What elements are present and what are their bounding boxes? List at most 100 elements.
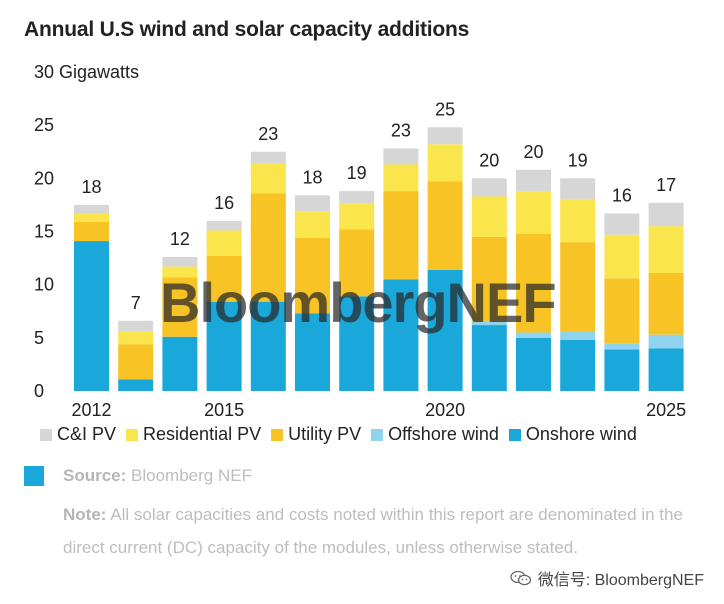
bar-segment-onshore-wind xyxy=(162,336,198,391)
bar-segment-residential-pv xyxy=(471,196,507,237)
legend-item: Residential PV xyxy=(126,424,261,445)
bar-segment-residential-pv xyxy=(604,234,640,279)
total-label: 17 xyxy=(656,175,676,195)
x-tick-label: 2025 xyxy=(646,400,686,420)
legend-swatch xyxy=(271,428,284,441)
legend-swatch xyxy=(371,428,384,441)
bar-segment-onshore-wind xyxy=(250,301,286,391)
y-tick-label: 0 xyxy=(34,381,44,401)
total-label: 23 xyxy=(258,124,278,144)
bar-segment-onshore-wind xyxy=(427,269,463,391)
bar-segment-utility-pv xyxy=(162,277,198,337)
bar-segment-offshore-wind xyxy=(560,331,596,340)
bar-segment-offshore-wind xyxy=(604,343,640,350)
legend-swatch xyxy=(508,428,521,441)
bar-stack-2012 xyxy=(74,204,109,391)
bar-stack-2016 xyxy=(250,151,286,391)
bar-segment-utility-pv xyxy=(74,221,109,242)
bar-segment-onshore-wind xyxy=(560,339,596,391)
bar-segment-c-i-pv xyxy=(648,202,684,227)
bar-stack-2023 xyxy=(560,178,596,391)
total-label: 12 xyxy=(170,229,190,249)
wechat-account: 微信号: BloombergNEF xyxy=(510,566,704,590)
bar-segment-residential-pv xyxy=(162,266,198,278)
bar-stack-2024 xyxy=(604,213,640,391)
bar-segment-onshore-wind xyxy=(516,337,551,391)
bar-segment-residential-pv xyxy=(118,331,154,345)
source-label: Source: xyxy=(63,466,127,485)
source-color-box xyxy=(24,466,44,486)
bar-segment-onshore-wind xyxy=(604,349,640,391)
bar-segment-onshore-wind xyxy=(74,241,109,391)
total-label: 16 xyxy=(612,185,632,205)
bar-segment-onshore-wind xyxy=(339,296,375,391)
note-body: All solar capacities and costs noted wit… xyxy=(63,505,683,557)
y-tick-label: 20 xyxy=(34,168,54,188)
total-label: 7 xyxy=(131,293,141,313)
legend-item: Offshore wind xyxy=(371,424,499,445)
bar-segment-c-i-pv xyxy=(560,178,596,200)
bar-segment-onshore-wind xyxy=(471,325,507,391)
bar-segment-utility-pv xyxy=(604,278,640,344)
bar-segment-onshore-wind xyxy=(648,348,684,391)
bar-stack-2019 xyxy=(383,148,419,391)
total-label: 18 xyxy=(81,177,101,197)
bar-stack-2021 xyxy=(471,178,507,391)
bar-segment-utility-pv xyxy=(383,191,419,280)
note-label: Note: xyxy=(63,505,107,524)
bar-segment-onshore-wind xyxy=(118,379,154,391)
bar-segment-residential-pv xyxy=(648,226,684,273)
bar-segment-residential-pv xyxy=(206,230,242,256)
bar-segment-residential-pv xyxy=(560,199,596,243)
legend-label: Offshore wind xyxy=(388,424,499,444)
total-label: 23 xyxy=(391,121,411,141)
bar-stack-2014 xyxy=(162,257,198,391)
total-label: 19 xyxy=(568,150,588,170)
bar-segment-residential-pv xyxy=(295,211,330,238)
bar-segment-utility-pv xyxy=(648,272,684,335)
total-label: 20 xyxy=(479,150,499,170)
chart-title: Annual U.S wind and solar capacity addit… xyxy=(24,18,470,41)
bar-segment-utility-pv xyxy=(471,236,507,321)
bar-segment-residential-pv xyxy=(383,164,419,192)
bar-segment-offshore-wind xyxy=(516,332,551,338)
source-line: Source: Bloomberg NEF xyxy=(63,466,252,486)
source-text: Bloomberg NEF xyxy=(131,466,252,485)
note-text: Note: All solar capacities and costs not… xyxy=(63,498,703,564)
legend-label: Utility PV xyxy=(288,424,362,444)
total-label: 16 xyxy=(214,193,234,213)
bar-segment-residential-pv xyxy=(339,203,375,230)
bar-segment-c-i-pv xyxy=(427,127,463,145)
watermark: BloombergNEF xyxy=(160,271,557,334)
bar-stack-2020 xyxy=(427,127,463,391)
legend: C&I PV Residential PV Utility PV Offshore w… xyxy=(40,424,647,445)
y-tick-label: 15 xyxy=(34,222,54,242)
legend-label: Onshore wind xyxy=(525,424,637,444)
bar-segment-onshore-wind xyxy=(383,279,419,391)
x-tick-label: 2015 xyxy=(204,400,244,420)
total-label: 19 xyxy=(347,163,367,183)
bar-segment-c-i-pv xyxy=(604,213,640,235)
wechat-text: 微信号: BloombergNEF xyxy=(537,572,704,589)
bar-segment-utility-pv xyxy=(339,229,375,297)
legend-item: C&I PV xyxy=(40,424,116,445)
total-label: 25 xyxy=(435,99,455,119)
bar-stack-2017 xyxy=(295,195,330,391)
bar-segment-c-i-pv xyxy=(516,169,551,192)
bar-segment-onshore-wind xyxy=(206,301,242,391)
bar-segment-offshore-wind xyxy=(471,320,507,326)
y-tick-label: 30 Gigawatts xyxy=(34,62,139,82)
bar-stack-2022 xyxy=(516,169,551,391)
legend-label: C&I PV xyxy=(57,424,117,444)
x-tick-label: 2012 xyxy=(71,400,111,420)
legend-swatch xyxy=(126,428,139,441)
bar-segment-utility-pv xyxy=(295,237,330,314)
bar-segment-c-i-pv xyxy=(250,151,286,164)
bar-segment-utility-pv xyxy=(516,233,551,333)
y-tick-label: 10 xyxy=(34,275,54,295)
bar-segment-utility-pv xyxy=(427,181,463,270)
bar-segment-residential-pv xyxy=(427,144,463,182)
bar-stack-2015 xyxy=(206,220,242,391)
bar-segment-c-i-pv xyxy=(295,195,330,212)
